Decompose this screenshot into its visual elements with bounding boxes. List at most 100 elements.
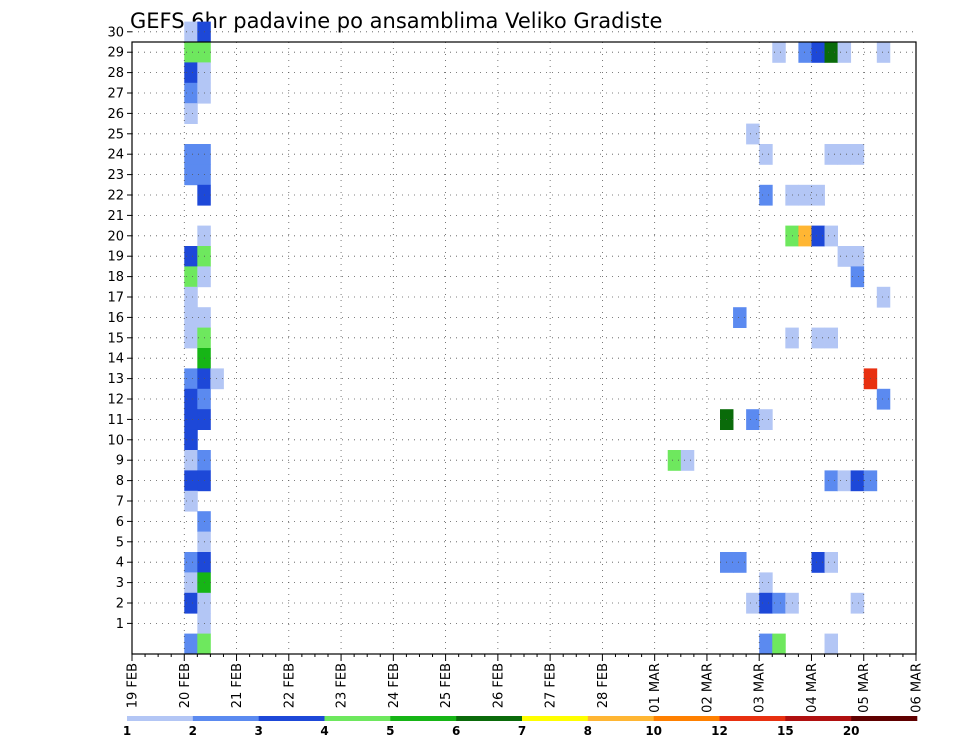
heatmap-cell — [824, 42, 838, 63]
y-tick-label: 21 — [107, 209, 124, 224]
heatmap-cell — [759, 144, 773, 165]
y-tick-label: 13 — [107, 372, 124, 387]
heatmap-cell — [850, 266, 865, 288]
y-tick-label: 3 — [116, 576, 124, 591]
heatmap-cell — [184, 592, 198, 614]
heatmap-cell — [798, 225, 812, 247]
colorbar-segment — [785, 716, 852, 721]
y-tick-label: 19 — [107, 250, 124, 265]
colorbar-segment — [522, 716, 589, 721]
heatmap-cell — [184, 327, 198, 349]
heatmap-cell — [197, 633, 211, 655]
heatmap-cell — [184, 450, 198, 471]
y-tick-label: 26 — [107, 107, 124, 122]
heatmap-cell — [824, 225, 838, 247]
y-tick-label: 7 — [116, 495, 124, 510]
heatmap-cell — [759, 633, 773, 655]
x-tick-label: 24 FEB — [387, 663, 402, 708]
colorbar-segment — [456, 716, 523, 721]
y-tick-label: 14 — [107, 352, 124, 367]
colorbar-label: 6 — [452, 724, 460, 738]
x-tick-label: 23 FEB — [335, 663, 350, 708]
heatmap-cell — [876, 286, 891, 308]
heatmap-cell — [798, 42, 812, 63]
y-tick-label: 18 — [107, 270, 124, 285]
y-tick-label: 28 — [107, 66, 124, 81]
colorbar-label: 3 — [254, 724, 262, 738]
x-tick-label: 02 MAR — [700, 663, 715, 713]
colorbar: 1 2 3 4 5 6 7 8 10 12 15 20 — [123, 716, 918, 738]
colorbar-label: 7 — [518, 724, 526, 738]
colorbar-label: 1 — [123, 724, 131, 738]
heatmap-cell — [184, 429, 198, 451]
y-tick-label: 24 — [107, 148, 124, 163]
colorbar-segment — [653, 716, 720, 721]
y-tick-label: 4 — [116, 556, 124, 571]
heatmap-cell — [850, 144, 865, 165]
heatmap-cell — [824, 633, 838, 655]
heatmap-cell — [759, 409, 773, 430]
heatmap-cell — [811, 552, 825, 573]
heatmap-cell — [850, 246, 865, 267]
heatmap-cell — [811, 225, 825, 247]
heatmap-cell — [184, 470, 198, 492]
heatmap-cell — [184, 572, 198, 594]
heatmap-cell — [876, 42, 891, 63]
heatmap-cell — [184, 21, 198, 43]
y-tick-label: 29 — [107, 46, 124, 61]
colorbar-label: 15 — [777, 724, 794, 738]
heatmap-cell — [184, 82, 198, 104]
y-tick-label: 20 — [107, 229, 124, 244]
heatmap-cell — [733, 307, 747, 328]
x-tick-label: 03 MAR — [753, 663, 768, 713]
y-tick-label: 15 — [107, 331, 124, 346]
heatmap-cell — [837, 246, 852, 267]
x-tick-label: 26 FEB — [491, 663, 506, 708]
colorbar-label: 20 — [843, 724, 860, 738]
colorbar-label: 2 — [189, 724, 197, 738]
heatmap-cell — [837, 470, 852, 492]
y-tick-label: 2 — [116, 597, 124, 612]
colorbar-label: 10 — [645, 724, 662, 738]
heatmap-cell — [824, 470, 838, 492]
y-tick-label: 22 — [107, 189, 124, 204]
colorbar-label: 8 — [584, 724, 592, 738]
y-tick-label: 30 — [107, 25, 124, 40]
y-tick-label: 25 — [107, 127, 124, 142]
y-tick-label: 6 — [116, 515, 124, 530]
heatmap-cell — [759, 592, 773, 614]
colorbar-label: 4 — [320, 724, 328, 738]
heatmap-cell — [184, 490, 198, 512]
heatmap-cell — [184, 144, 198, 165]
x-tick-label: 28 FEB — [596, 663, 611, 708]
y-tick-label: 10 — [107, 433, 124, 448]
heatmap-cell — [184, 307, 198, 328]
heatmap-cell — [824, 144, 838, 165]
heatmap-cell — [759, 184, 773, 206]
heatmap-cell — [772, 42, 786, 63]
colorbar-segment — [851, 716, 918, 721]
heatmap-cell — [811, 327, 825, 349]
x-tick-label: 05 MAR — [857, 663, 872, 713]
colorbar-label: 5 — [386, 724, 394, 738]
colorbar-segment — [192, 716, 259, 721]
colorbar-segment — [324, 716, 391, 721]
heatmap-cell — [184, 552, 198, 573]
heatmap-cell — [184, 246, 198, 267]
heatmap-cell — [184, 633, 198, 655]
heatmap-cell — [811, 42, 825, 63]
y-tick-label: 9 — [116, 454, 124, 469]
heatmap-cell — [837, 144, 852, 165]
heatmap-cells — [184, 21, 891, 655]
heatmap-cell — [184, 62, 198, 84]
heatmap-cell — [772, 592, 786, 614]
colorbar-segment — [390, 716, 457, 721]
x-tick-label: 19 FEB — [126, 663, 141, 708]
heatmap-cell — [746, 592, 760, 614]
x-tick-label: 04 MAR — [805, 663, 820, 713]
y-tick-label: 23 — [107, 168, 124, 183]
x-axis: 19 FEB 20 FEB 21 FEB 22 FEB 23 FEB 24 FEB 25 F… — [126, 654, 925, 713]
heatmap-cell — [184, 266, 198, 288]
heatmap-cell — [184, 388, 198, 410]
